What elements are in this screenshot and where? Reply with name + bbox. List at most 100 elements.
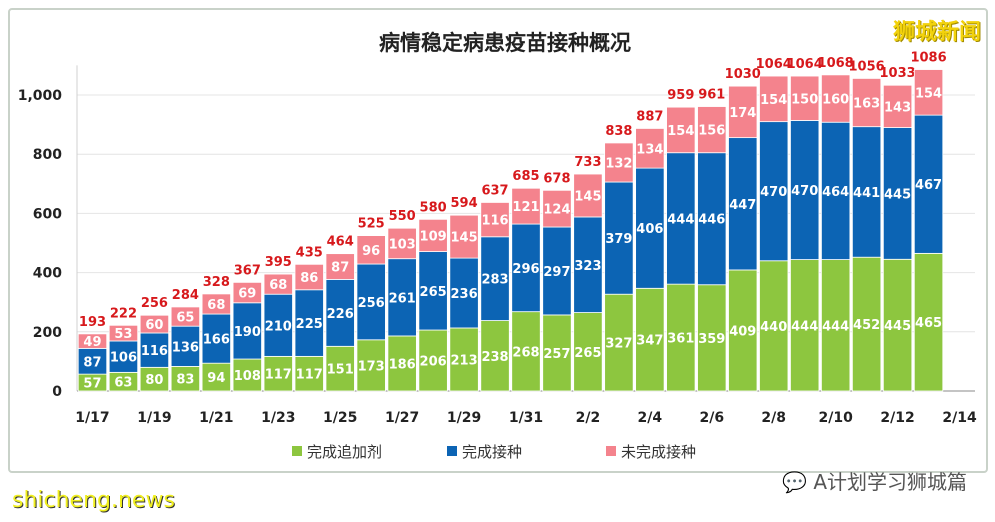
bar-segment [449, 327, 479, 392]
data-label: 65 [176, 311, 194, 326]
data-label: 452 [853, 318, 880, 333]
x-tick-label: 1/23 [261, 410, 295, 426]
bar-segment [635, 167, 665, 289]
data-label: 53 [114, 327, 132, 342]
watermark-logo: 狮城新闻 [892, 20, 981, 45]
bar-segment [821, 121, 851, 260]
data-label: 132 [605, 156, 632, 171]
total-label: 525 [358, 217, 385, 232]
total-label: 887 [636, 109, 663, 124]
x-tick-label: 2/10 [818, 410, 853, 426]
total-label: 959 [667, 88, 694, 103]
bar-segment [542, 314, 572, 392]
data-label: 68 [207, 298, 225, 313]
bar-segment [882, 84, 913, 128]
watermark-wechat: 💬 A计划学习狮城篇 [782, 470, 967, 494]
legend-swatch [292, 446, 302, 456]
data-label: 145 [450, 231, 477, 246]
bar-segment [77, 333, 108, 349]
bar-segment [511, 311, 541, 392]
bar-segment [511, 187, 541, 225]
bar-segment [790, 120, 820, 260]
data-label: 347 [636, 334, 663, 349]
total-label: 256 [141, 296, 168, 311]
data-label: 226 [327, 307, 354, 322]
data-label: 444 [667, 212, 694, 227]
bar-segment [418, 251, 448, 331]
legend-label: 完成接种 [462, 443, 522, 461]
data-label: 87 [83, 355, 101, 370]
data-label: 465 [915, 316, 942, 331]
bar-segment [635, 287, 665, 392]
data-label: 145 [574, 189, 601, 204]
total-label: 193 [79, 315, 106, 330]
x-tick-label: 1/31 [509, 410, 543, 426]
data-label: 121 [512, 200, 539, 215]
total-label: 594 [450, 196, 477, 211]
bar-segment [697, 284, 727, 392]
y-tick-label: 0 [52, 384, 62, 400]
y-tick-label: 800 [33, 147, 62, 163]
bar-segment [139, 332, 170, 368]
bar-segment [201, 362, 231, 392]
bar-segment [821, 259, 851, 392]
y-tick-label: 1,000 [18, 88, 63, 104]
data-label: 464 [822, 185, 849, 200]
data-label: 236 [450, 287, 477, 302]
data-label: 154 [915, 86, 942, 101]
bar-segment [480, 236, 510, 321]
total-label: 580 [420, 200, 447, 215]
y-tick-label: 200 [33, 325, 62, 341]
data-label: 134 [636, 142, 663, 157]
data-label: 106 [110, 351, 137, 366]
bar-segment [697, 106, 727, 154]
chart-title: 病情稳定病患疫苗接种概况 [379, 31, 631, 55]
data-label: 327 [605, 337, 632, 352]
data-label: 256 [358, 296, 385, 311]
wechat-icon: 💬 [782, 470, 814, 494]
data-label: 83 [176, 373, 194, 388]
data-label: 441 [853, 186, 880, 201]
bar-segment [913, 114, 944, 254]
data-label: 166 [203, 333, 230, 348]
bar-segment [790, 259, 820, 392]
data-label: 186 [389, 357, 416, 372]
legend-label: 完成追加剂 [307, 443, 382, 461]
data-label: 467 [915, 178, 942, 193]
total-label: 435 [296, 245, 323, 260]
data-label: 156 [698, 124, 725, 139]
data-label: 445 [884, 319, 911, 334]
total-label: 1086 [910, 51, 946, 66]
x-tick-label: 2/6 [699, 410, 724, 426]
data-label: 87 [331, 261, 349, 276]
bar-segment [294, 263, 324, 291]
data-label: 261 [389, 291, 416, 306]
data-label: 143 [884, 100, 911, 115]
total-label: 367 [234, 263, 261, 278]
bar-segment [790, 75, 820, 121]
data-label: 406 [636, 222, 663, 237]
x-tick-label: 1/29 [447, 410, 481, 426]
data-label: 103 [389, 237, 416, 252]
bar-segment [604, 142, 634, 183]
bar-segment [356, 235, 386, 265]
data-label: 69 [238, 287, 256, 302]
total-label: 328 [203, 275, 230, 290]
bar-segment [851, 78, 882, 128]
data-label: 86 [300, 271, 318, 286]
data-label: 150 [791, 92, 818, 107]
bar-segment [882, 127, 913, 260]
total-label: 1068 [818, 56, 854, 71]
total-label: 1030 [725, 67, 761, 82]
bar-segment [542, 226, 572, 316]
data-label: 151 [327, 363, 354, 378]
data-label: 297 [543, 265, 570, 280]
total-label: 678 [543, 171, 570, 186]
data-label: 257 [543, 347, 570, 362]
data-label: 296 [512, 262, 539, 277]
data-label: 238 [481, 350, 508, 365]
x-tick-label: 2/14 [942, 410, 977, 426]
data-label: 225 [296, 317, 323, 332]
total-label: 1056 [849, 59, 885, 74]
